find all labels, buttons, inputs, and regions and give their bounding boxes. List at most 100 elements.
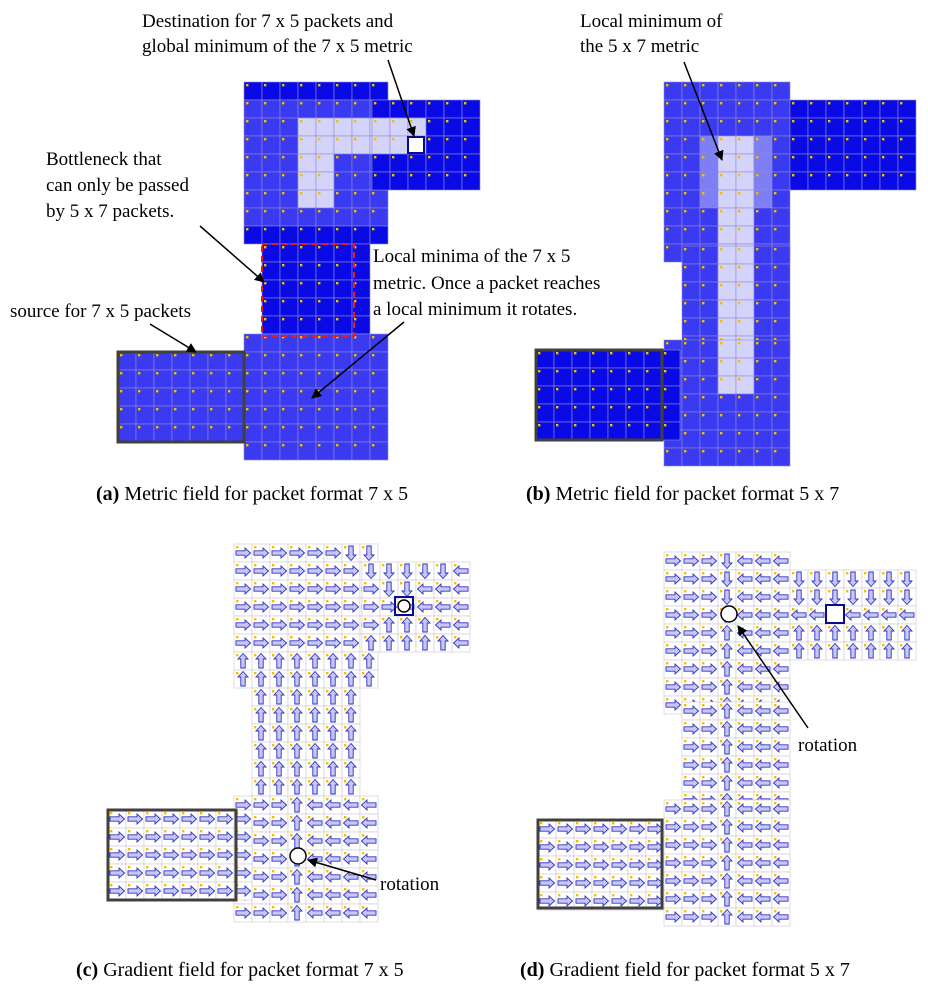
gradient-arrow [271,582,288,596]
gradient-dot [364,618,367,621]
metric-dot [738,266,741,269]
gradient-dot [272,834,275,837]
metric-dot [702,284,705,287]
gradient-arrow [720,660,734,677]
gradient-arrow [344,706,358,723]
metric-dot [264,246,267,249]
gradient-arrow [539,822,556,836]
gradient-dot [846,644,849,647]
gradient-arrow [720,890,734,907]
metric-dot [228,426,231,429]
gradient-dot [900,572,903,575]
gradient-dot [666,874,669,877]
gradient-dot [290,708,293,711]
gradient-dot [828,626,831,629]
gradient-arrow [736,680,753,694]
gradient-arrow [235,636,252,650]
gradient-dot [110,848,113,851]
metric-dot [264,282,267,285]
gradient-dot [738,662,741,665]
gradient-arrow [828,642,842,659]
metric-dot [702,210,705,213]
metric-dot [282,408,285,411]
gradient-arrow [253,816,270,830]
metric-dot [318,102,321,105]
metric-dot [774,378,777,381]
gradient-dot [436,618,439,621]
metric-dot [720,84,723,87]
gradient-dot [702,838,705,841]
metric-dot [392,174,395,177]
gradient-arrow [235,564,252,578]
metric-dot [556,370,559,373]
metric-dot [264,264,267,267]
gradient-dot [900,644,903,647]
metric-dot [264,354,267,357]
panel-a-metric-field: Destination for 7 x 5 packets and global… [10,11,600,505]
gradient-dot [774,758,777,761]
metric-dot [774,192,777,195]
gradient-dot [702,856,705,859]
gradient-dot [182,830,185,833]
metric-dot [684,396,687,399]
metric-dot [192,372,195,375]
gradient-dot [756,820,759,823]
gradient-arrow [593,840,610,854]
gradient-dot [326,780,329,783]
gradient-arrow [720,908,734,925]
metric-dot [282,156,285,159]
gradient-dot [344,888,347,891]
gradient-arrow [736,662,753,676]
gradient-arrow [235,546,252,560]
gradient-arrow [271,798,288,812]
metric-dot [720,302,723,305]
gradient-arrow [271,906,288,920]
gradient-dot [540,858,543,861]
metric-dot [354,156,357,159]
gradient-dot [774,644,777,647]
metric-dot [246,138,249,141]
gradient-dot [272,780,275,783]
gradient-dot [344,906,347,909]
gradient-arrow [754,662,771,676]
gradient-arrow [665,680,682,694]
gradient-arrow [254,670,268,687]
gradient-dot [254,708,257,711]
gradient-dot [774,554,777,557]
source-frame-b [534,348,664,442]
caption-b: (b) Metric field for packet format 5 x 7 [526,483,839,505]
gradient-dot [272,672,275,675]
gradient-dot [738,758,741,761]
metric-dot [336,426,339,429]
gradient-dot [326,636,329,639]
metric-dot [702,120,705,123]
metric-dot [428,174,431,177]
gradient-arrow [254,688,268,705]
gradient-arrow [272,724,286,741]
metric-dot [354,408,357,411]
gradient-arrow [418,634,432,651]
gradient-dot [738,776,741,779]
metric-dot [156,426,159,429]
metric-dot [702,302,705,305]
metric-dot [336,282,339,285]
gradient-arrow [452,600,469,614]
gradient-dot [774,722,777,725]
gradient-dot [236,906,239,909]
gradient-arrow [326,724,340,741]
gradient-dot [362,798,365,801]
gradient-arrow [436,634,450,651]
gradient-dot [362,816,365,819]
gradient-dot [290,726,293,729]
gradient-arrow [308,688,322,705]
gradient-dot [684,608,687,611]
gradient-dot [774,740,777,743]
metric-dot [174,426,177,429]
gradient-arrow [736,910,753,924]
gradient-arrow [754,608,771,622]
metric-dot [300,138,303,141]
metric-dot [738,302,741,305]
gradient-dot [738,740,741,743]
gradient-dot [810,644,813,647]
metric-dot [354,282,357,285]
